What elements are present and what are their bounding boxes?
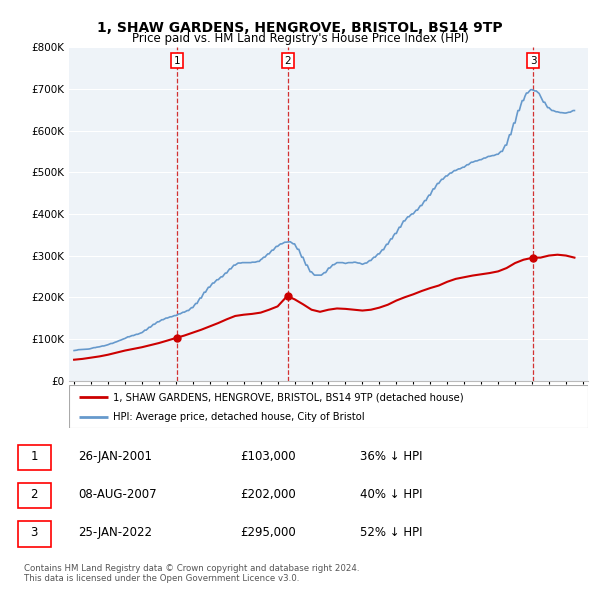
- Text: 1: 1: [31, 450, 38, 463]
- Text: 25-JAN-2022: 25-JAN-2022: [78, 526, 152, 539]
- FancyBboxPatch shape: [69, 385, 588, 428]
- Text: £295,000: £295,000: [240, 526, 296, 539]
- Text: £202,000: £202,000: [240, 488, 296, 501]
- Text: 40% ↓ HPI: 40% ↓ HPI: [360, 488, 422, 501]
- Text: 2: 2: [31, 488, 38, 501]
- Text: 3: 3: [31, 526, 38, 539]
- Text: 52% ↓ HPI: 52% ↓ HPI: [360, 526, 422, 539]
- Text: 08-AUG-2007: 08-AUG-2007: [78, 488, 157, 501]
- Text: £103,000: £103,000: [240, 450, 296, 463]
- Text: Contains HM Land Registry data © Crown copyright and database right 2024.
This d: Contains HM Land Registry data © Crown c…: [24, 563, 359, 583]
- Text: 1: 1: [174, 55, 181, 65]
- Text: 3: 3: [530, 55, 536, 65]
- Text: 26-JAN-2001: 26-JAN-2001: [78, 450, 152, 463]
- FancyBboxPatch shape: [18, 445, 51, 470]
- FancyBboxPatch shape: [18, 521, 51, 546]
- Text: Price paid vs. HM Land Registry's House Price Index (HPI): Price paid vs. HM Land Registry's House …: [131, 32, 469, 45]
- Text: 1, SHAW GARDENS, HENGROVE, BRISTOL, BS14 9TP: 1, SHAW GARDENS, HENGROVE, BRISTOL, BS14…: [97, 21, 503, 35]
- Text: 36% ↓ HPI: 36% ↓ HPI: [360, 450, 422, 463]
- FancyBboxPatch shape: [18, 483, 51, 509]
- Text: 1, SHAW GARDENS, HENGROVE, BRISTOL, BS14 9TP (detached house): 1, SHAW GARDENS, HENGROVE, BRISTOL, BS14…: [113, 392, 464, 402]
- Text: HPI: Average price, detached house, City of Bristol: HPI: Average price, detached house, City…: [113, 412, 365, 422]
- Text: 2: 2: [284, 55, 291, 65]
